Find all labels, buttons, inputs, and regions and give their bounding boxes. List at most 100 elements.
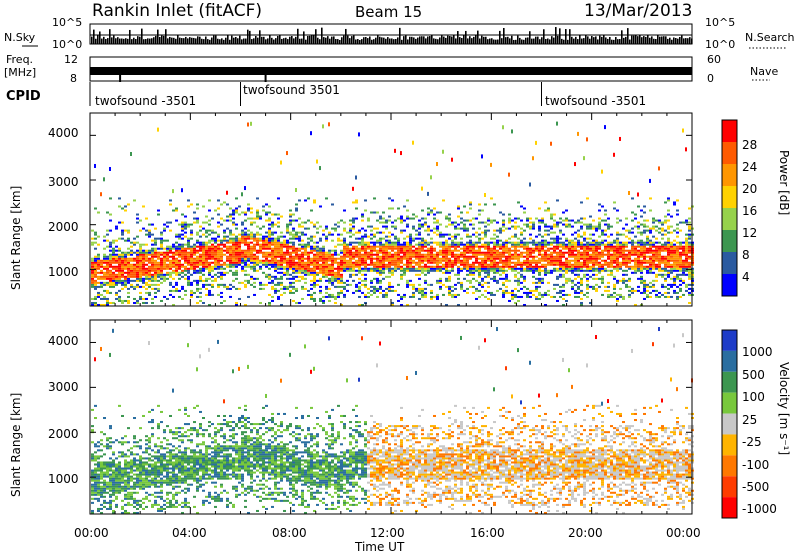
power-cell: [655, 295, 658, 298]
power-cell: [331, 293, 334, 296]
power-cell: [247, 249, 250, 252]
power-cell: [274, 267, 277, 270]
power-cell: [547, 247, 550, 250]
power-cell: [154, 267, 157, 270]
power-cell: [307, 257, 310, 260]
power-cell: [364, 249, 367, 252]
power-cell: [520, 227, 523, 230]
power-cell: [484, 221, 487, 224]
power-cell: [367, 235, 370, 238]
power-cell: [319, 257, 322, 260]
power-cell: [484, 245, 487, 248]
power-cell: [175, 263, 178, 266]
power-cell: [382, 247, 385, 250]
power-cell: [334, 245, 337, 248]
power-cell: [307, 271, 310, 274]
power-cell: [151, 239, 154, 242]
power-cell: [688, 261, 691, 264]
power-cell: [349, 219, 352, 222]
power-cell: [118, 281, 121, 284]
power-cell: [640, 261, 643, 264]
power-cell: [676, 249, 679, 252]
power-cell: [136, 279, 139, 282]
power-cell: [370, 247, 373, 250]
power-cell: [319, 237, 322, 240]
power-cell: [469, 251, 472, 254]
power-cell: [229, 269, 232, 272]
power-cell: [244, 235, 247, 238]
power-cell: [124, 299, 127, 302]
power-cell: [520, 243, 523, 246]
power-cell: [583, 275, 586, 278]
power-cell: [349, 243, 352, 246]
power-cell: [106, 291, 109, 294]
power-cell: [136, 259, 139, 262]
power-cell: [463, 245, 466, 248]
power-cell: [499, 277, 502, 280]
power-cell: [130, 265, 133, 268]
power-cell: [430, 295, 433, 298]
power-cell: [505, 269, 508, 272]
power-cell: [421, 259, 424, 262]
power-cell: [385, 225, 388, 228]
power-cell: [109, 273, 112, 276]
nsky-bar: [553, 37, 555, 44]
power-cell: [199, 267, 202, 270]
power-cell: [673, 249, 676, 252]
power-cell: [277, 265, 280, 268]
power-cell: [370, 261, 373, 264]
power-cell: [607, 251, 610, 254]
power-cell: [436, 297, 439, 300]
power-cell: [568, 223, 571, 226]
power-cell: [577, 219, 580, 222]
power-cell: [505, 249, 508, 252]
power-cell: [553, 287, 556, 290]
power-cell: [649, 197, 652, 200]
power-cell: [667, 245, 670, 248]
power-cell: [319, 247, 322, 250]
power-cell: [154, 247, 157, 250]
power-cell: [547, 229, 550, 232]
power-cell: [232, 251, 235, 254]
nsky-bar: [131, 39, 133, 44]
power-cell: [670, 243, 673, 246]
power-cell: [280, 160, 282, 165]
power-cell: [370, 255, 373, 258]
power-cell: [436, 293, 439, 296]
power-cell: [658, 263, 661, 266]
power-cell: [577, 233, 580, 236]
power-cell: [463, 255, 466, 258]
power-cell: [688, 269, 691, 272]
power-cell: [169, 267, 172, 270]
power-cell: [133, 237, 136, 240]
power-cell: [394, 289, 397, 292]
power-cell: [268, 235, 271, 238]
power-cell: [286, 229, 289, 232]
power-cell: [256, 255, 259, 258]
power-cell: [481, 261, 484, 264]
power-cell: [436, 281, 439, 284]
nsky-bar: [601, 36, 603, 44]
power-cell: [526, 223, 529, 226]
power-cell: [271, 279, 274, 282]
power-cell: [460, 287, 463, 290]
power-cell: [439, 245, 442, 248]
power-cell: [526, 245, 529, 248]
power-cell: [670, 259, 673, 262]
power-cell: [661, 259, 664, 262]
power-cell: [292, 275, 295, 278]
power-cell: [184, 249, 187, 252]
power-cell: [418, 247, 421, 250]
nsky-bar: [97, 35, 99, 44]
power-cell: [313, 269, 316, 272]
power-cell: [169, 275, 172, 278]
power-cell: [178, 267, 181, 270]
power-cell: [655, 257, 658, 260]
power-cell: [649, 263, 652, 266]
power-cell: [319, 255, 322, 258]
power-cell: [469, 249, 472, 252]
power-cell: [364, 273, 367, 276]
power-cell: [250, 249, 253, 252]
power-cell: [586, 255, 589, 258]
power-cell: [481, 285, 484, 288]
